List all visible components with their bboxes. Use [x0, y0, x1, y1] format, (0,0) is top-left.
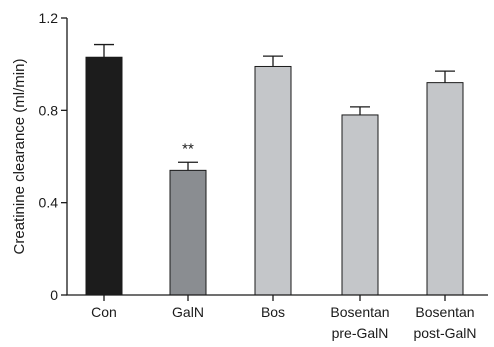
y-tick-label: 0.8 — [39, 102, 59, 118]
x-axis-labels: Con GalN Bos Bosentan pre-GalN Bosentan post-G… — [91, 295, 477, 341]
y-tick-label: 0 — [50, 287, 58, 303]
y-tick-label: 0.4 — [39, 195, 59, 211]
x-category-label: Con — [91, 304, 117, 320]
bar — [169, 169, 207, 296]
x-category-label: Bosentan — [330, 304, 389, 320]
x-category-label: Bosentan — [415, 304, 474, 320]
bars — [85, 56, 464, 296]
y-tick-label: 1.2 — [39, 10, 59, 26]
significance-annotation: ** — [182, 140, 194, 157]
annotations: ** — [182, 140, 194, 157]
y-axis-ticks: 0 0.4 0.8 1.2 — [39, 10, 67, 303]
bar — [254, 65, 292, 296]
y-axis-title: Creatinine clearance (ml/min) — [11, 59, 28, 255]
error-bars — [94, 43, 455, 171]
chart-axes — [66, 18, 488, 296]
bar — [341, 114, 379, 296]
y-axis-title-group: Creatinine clearance (ml/min) — [11, 59, 28, 255]
bar — [426, 82, 464, 296]
x-category-label: Bos — [261, 304, 285, 320]
x-category-label: pre-GalN — [332, 325, 389, 341]
bar — [85, 56, 123, 296]
x-category-label: post-GalN — [413, 325, 476, 341]
x-category-label: GalN — [172, 304, 204, 320]
